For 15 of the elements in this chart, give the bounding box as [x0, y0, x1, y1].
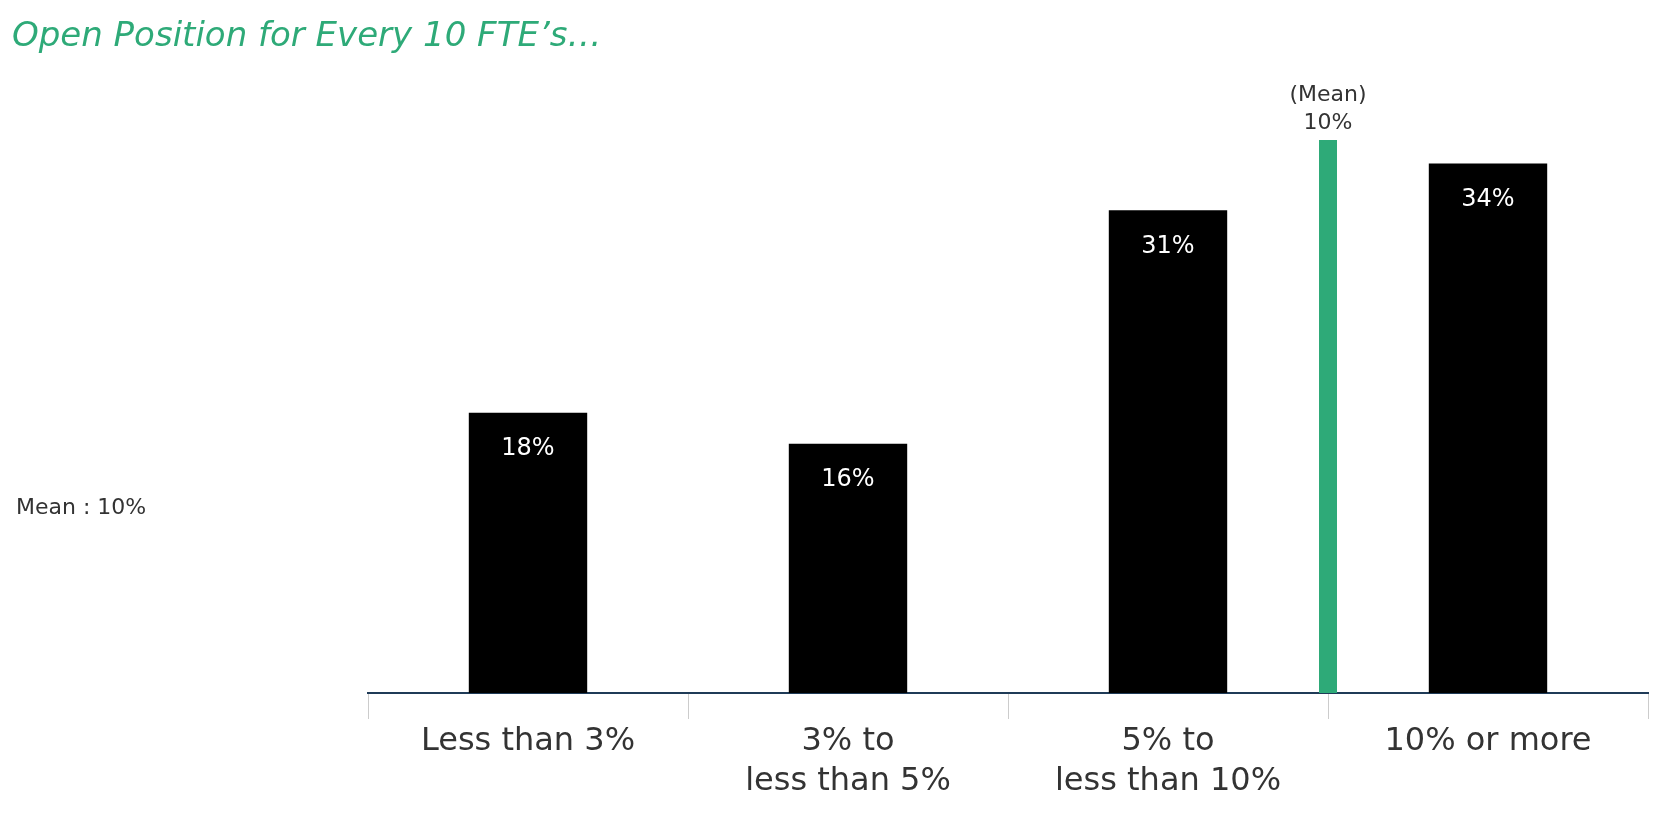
bar	[1108, 210, 1228, 693]
bar	[788, 443, 908, 693]
data-label: 18%	[501, 432, 555, 461]
x-tick-label: Less than 3%	[420, 720, 636, 759]
text: Mean : 10%	[16, 493, 147, 519]
data-label: 16%	[821, 464, 875, 493]
x-tick-label: 10% or more	[1384, 720, 1592, 759]
bar	[1428, 163, 1548, 693]
bar	[468, 412, 588, 693]
data-label: 34%	[1461, 183, 1515, 212]
x-tick-label: 3% to less than 5%	[745, 720, 951, 799]
ref-line-label: (Mean) 10%	[1289, 80, 1367, 134]
data-label: 31%	[1141, 230, 1195, 259]
x-tick-label: 5% to less than 10%	[1054, 720, 1282, 799]
chart-title: Open Position for Every 10 FTE’s…	[12, 13, 602, 54]
